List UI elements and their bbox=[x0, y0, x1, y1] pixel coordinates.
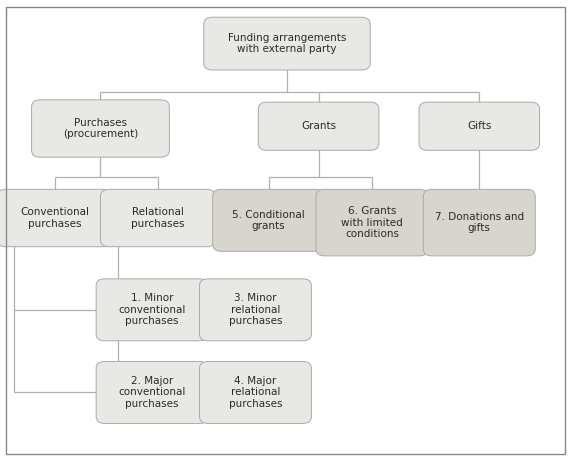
FancyBboxPatch shape bbox=[200, 362, 311, 423]
Text: 1. Minor
conventional
purchases: 1. Minor conventional purchases bbox=[118, 293, 186, 326]
Text: Gifts: Gifts bbox=[467, 121, 491, 131]
Text: 5. Conditional
grants: 5. Conditional grants bbox=[232, 209, 305, 231]
Text: 2. Major
conventional
purchases: 2. Major conventional purchases bbox=[118, 376, 186, 409]
Text: Purchases
(procurement): Purchases (procurement) bbox=[63, 118, 138, 140]
FancyBboxPatch shape bbox=[316, 189, 428, 256]
FancyBboxPatch shape bbox=[100, 189, 215, 246]
FancyBboxPatch shape bbox=[212, 189, 325, 251]
FancyBboxPatch shape bbox=[32, 100, 169, 157]
FancyBboxPatch shape bbox=[419, 102, 540, 150]
Text: 4. Major
relational
purchases: 4. Major relational purchases bbox=[228, 376, 282, 409]
Text: 7. Donations and
gifts: 7. Donations and gifts bbox=[435, 212, 524, 234]
Text: Funding arrangements
with external party: Funding arrangements with external party bbox=[228, 33, 346, 55]
FancyBboxPatch shape bbox=[258, 102, 379, 150]
Text: Grants: Grants bbox=[301, 121, 336, 131]
FancyBboxPatch shape bbox=[204, 17, 370, 70]
Text: 3. Minor
relational
purchases: 3. Minor relational purchases bbox=[228, 293, 282, 326]
FancyBboxPatch shape bbox=[96, 362, 208, 423]
Text: 6. Grants
with limited
conditions: 6. Grants with limited conditions bbox=[341, 206, 403, 239]
Text: Relational
purchases: Relational purchases bbox=[131, 207, 185, 229]
FancyBboxPatch shape bbox=[423, 189, 535, 256]
FancyBboxPatch shape bbox=[200, 279, 311, 341]
Text: Conventional
purchases: Conventional purchases bbox=[20, 207, 89, 229]
FancyBboxPatch shape bbox=[96, 279, 208, 341]
FancyBboxPatch shape bbox=[0, 189, 112, 246]
